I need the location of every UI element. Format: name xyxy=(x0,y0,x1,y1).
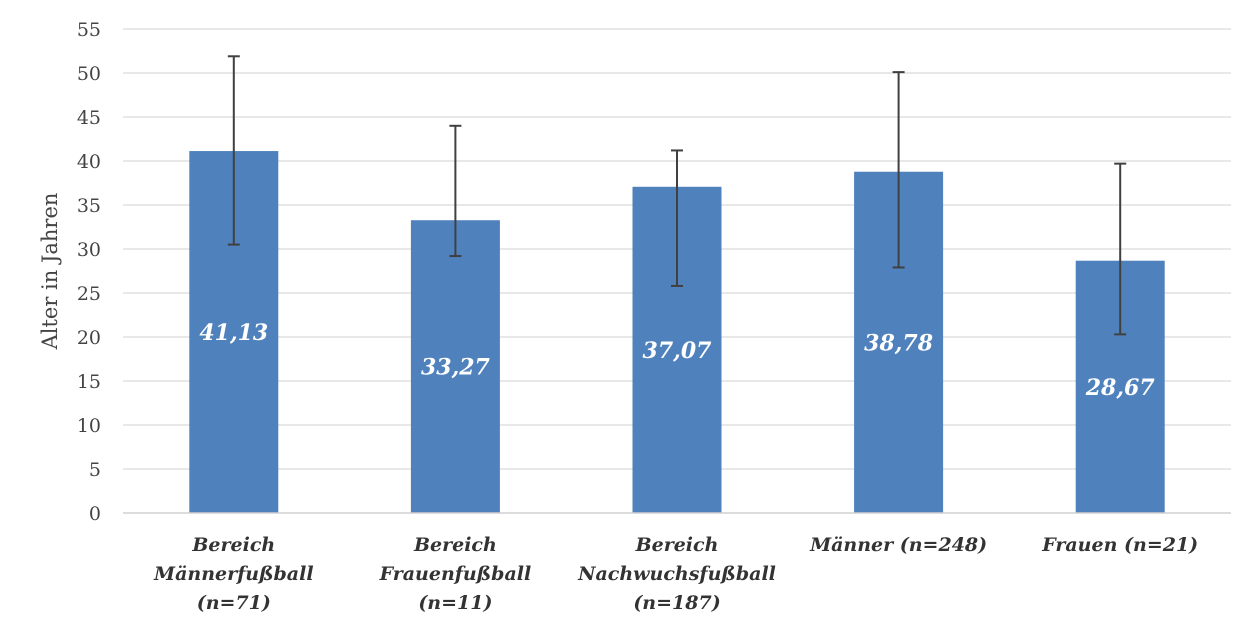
y-tick-label: 40 xyxy=(77,151,101,173)
data-label: 38,78 xyxy=(864,330,933,356)
category-label: Männer (n=248) xyxy=(809,534,987,556)
data-labels: 41,13 33,27 37,07 38,78 28,67 xyxy=(199,320,1155,401)
bar xyxy=(410,220,500,513)
bars xyxy=(189,151,1165,513)
error-bars xyxy=(227,55,1127,336)
y-tick-label: 10 xyxy=(77,415,101,437)
y-tick-label: 25 xyxy=(77,283,101,305)
data-label: 28,67 xyxy=(1085,375,1156,401)
y-tick-label: 15 xyxy=(77,371,101,393)
y-tick-label: 0 xyxy=(89,503,101,525)
category-label: Bereich Frauenfußball (n=11) xyxy=(379,534,532,614)
error-bar xyxy=(449,124,462,258)
y-tick-label: 30 xyxy=(77,239,101,261)
error-bar xyxy=(671,149,683,287)
category-labels: Bereich Männerfußball (n=71) Bereich Frauenf… xyxy=(153,534,1198,614)
data-label: 33,27 xyxy=(421,355,491,381)
error-bar xyxy=(1114,162,1127,336)
y-axis-ticks: 0 5 10 15 20 25 30 35 40 45 50 55 xyxy=(77,19,101,525)
y-tick-label: 50 xyxy=(77,63,101,85)
y-tick-label: 45 xyxy=(77,107,101,129)
category-label: Bereich Nachwuchsfußball (n=187) xyxy=(577,534,776,614)
category-label: Frauen (n=21) xyxy=(1041,534,1198,556)
error-bar xyxy=(892,71,905,269)
y-tick-label: 55 xyxy=(77,19,101,41)
y-tick-label: 20 xyxy=(77,327,101,349)
error-bar xyxy=(227,55,240,246)
category-label: Bereich Männerfußball (n=71) xyxy=(153,534,314,614)
y-tick-label: 5 xyxy=(89,459,101,481)
data-label: 37,07 xyxy=(643,338,713,364)
y-tick-label: 35 xyxy=(77,195,101,217)
y-axis-label: Alter in Jahren xyxy=(38,193,62,351)
data-label: 41,13 xyxy=(199,320,268,346)
